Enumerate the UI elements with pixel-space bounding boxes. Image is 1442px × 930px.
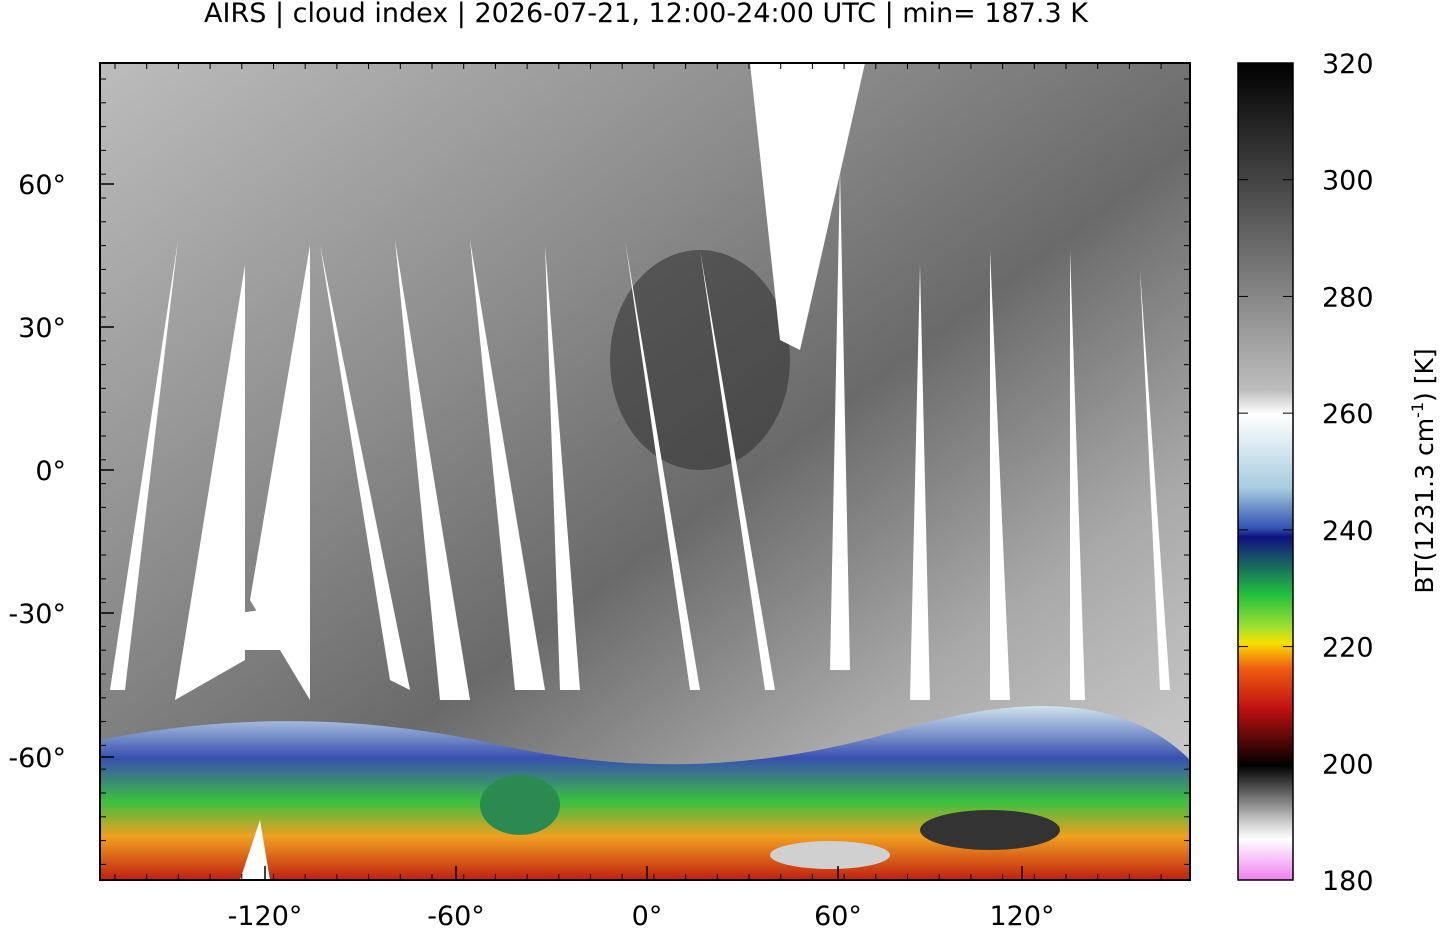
colorbar-tick-label: 240 [1322, 516, 1374, 547]
colorbar-tick-label: 180 [1322, 866, 1374, 897]
colorbar-label-part: ) [K] [1410, 348, 1439, 402]
y-tick-label: 0° [35, 456, 66, 487]
x-tick-label: 0° [632, 901, 663, 930]
y-tick-label: -60° [8, 743, 66, 774]
map-frame [99, 62, 1191, 881]
y-tick-label: 30° [18, 313, 66, 344]
y-tick-label: -30° [8, 599, 66, 630]
colorbar-label-part: BT(1231.3 cm [1410, 418, 1439, 594]
y-tick-label: 60° [18, 170, 66, 201]
x-tick-label: 120° [989, 901, 1054, 930]
colorbar-tick-label: 200 [1322, 749, 1374, 780]
colorbar-tick-label: 320 [1322, 49, 1374, 80]
colorbar-label: BT(1231.3 cm-1) [K] [1408, 348, 1439, 593]
colorbar-label-sup: -1 [1408, 402, 1427, 418]
title: AIRS | cloud index | 2026-07-21, 12:00-2… [204, 0, 1089, 29]
x-tick-label: 60° [814, 901, 862, 930]
colorbar-tick-label: 300 [1322, 166, 1374, 197]
x-tick-label: -60° [427, 901, 485, 930]
colorbar-tick-label: 260 [1322, 399, 1374, 430]
map-image [100, 63, 1190, 880]
colorbar [1237, 62, 1294, 881]
colorbar-tick-label: 220 [1322, 633, 1374, 664]
colorbar-tick-label: 280 [1322, 282, 1374, 313]
x-tick-label: -120° [228, 901, 303, 930]
